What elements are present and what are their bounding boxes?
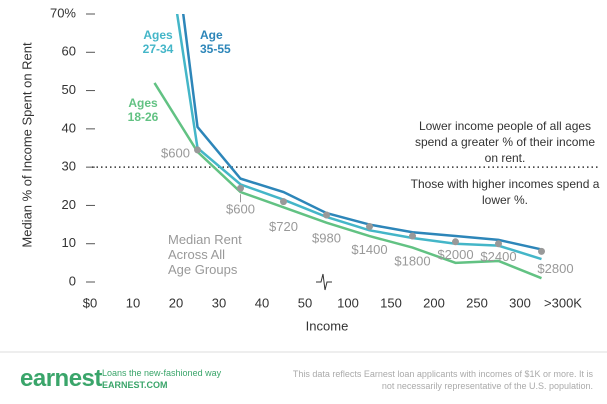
x-tick-label: 30	[212, 295, 226, 310]
rent-dot	[495, 240, 502, 248]
y-tick-label: 10	[62, 235, 76, 250]
x-tick-label: 40	[255, 295, 269, 310]
x-tick-label: 150	[380, 295, 402, 310]
rent-label: $2800	[537, 261, 573, 276]
rent-label: $720	[269, 219, 298, 234]
annotation: Those with higher incomes spend a lower …	[410, 177, 600, 207]
x-tick-label: 200	[423, 295, 445, 310]
plot-area	[153, 14, 542, 280]
x-tick-label: 250	[466, 295, 488, 310]
rent-label: $1400	[351, 242, 387, 257]
rent-dot	[194, 146, 201, 154]
y-tick-label: 70%	[50, 5, 76, 20]
y-axis-label: Median % of Income Spent on Rent	[19, 42, 34, 248]
x-tick-label: 50	[298, 295, 312, 310]
series-label: Ages 18-26	[127, 96, 159, 124]
annotation: Lower income people of all ages spend a …	[414, 119, 596, 165]
y-tick-label: 20	[62, 197, 76, 212]
y-tick-label: 50	[62, 82, 76, 97]
rent-dot	[237, 184, 244, 192]
series-line	[181, 14, 542, 251]
x-tick-label: 10	[126, 295, 140, 310]
series-line	[153, 82, 542, 280]
rent-dot	[323, 211, 330, 219]
tagline: Loans the new-fashioned way	[102, 368, 222, 378]
series-line	[175, 14, 542, 261]
rent-dot	[280, 198, 287, 206]
rent-dot	[366, 222, 373, 230]
x-tick-label: 100	[337, 295, 359, 310]
series-label: Median Rent Across All Age Groups	[168, 232, 242, 277]
x-tick-label: 20	[169, 295, 183, 310]
rent-label: $1800	[394, 253, 430, 268]
brand-logo: earnest	[20, 365, 102, 392]
footnote: This data reflects Earnest loan applican…	[292, 369, 593, 391]
brand-url: EARNEST.COM	[102, 380, 168, 390]
y-tick-label: 60	[62, 44, 76, 59]
x-tick-label: >300K	[544, 295, 582, 310]
rent-label: $980	[312, 230, 341, 245]
y-tick-label: 30	[62, 159, 76, 174]
series-label: Ages 27-34	[142, 28, 174, 56]
series-label: Age 35-55	[200, 28, 231, 56]
rent-label: $600	[226, 202, 255, 217]
rent-dot	[409, 232, 416, 240]
rent-dot	[452, 238, 459, 246]
rent-label: $2000	[437, 247, 473, 262]
rent-dot	[538, 247, 545, 255]
x-axis-label: Income	[306, 318, 349, 333]
axis-break	[316, 273, 332, 291]
rent-label: $600	[161, 145, 190, 160]
y-tick-label: 40	[62, 120, 76, 135]
rent-label: $2400	[480, 249, 516, 264]
x-tick-label: $0	[83, 295, 97, 310]
y-tick-label: 0	[69, 273, 76, 288]
x-tick-label: 300	[509, 295, 531, 310]
